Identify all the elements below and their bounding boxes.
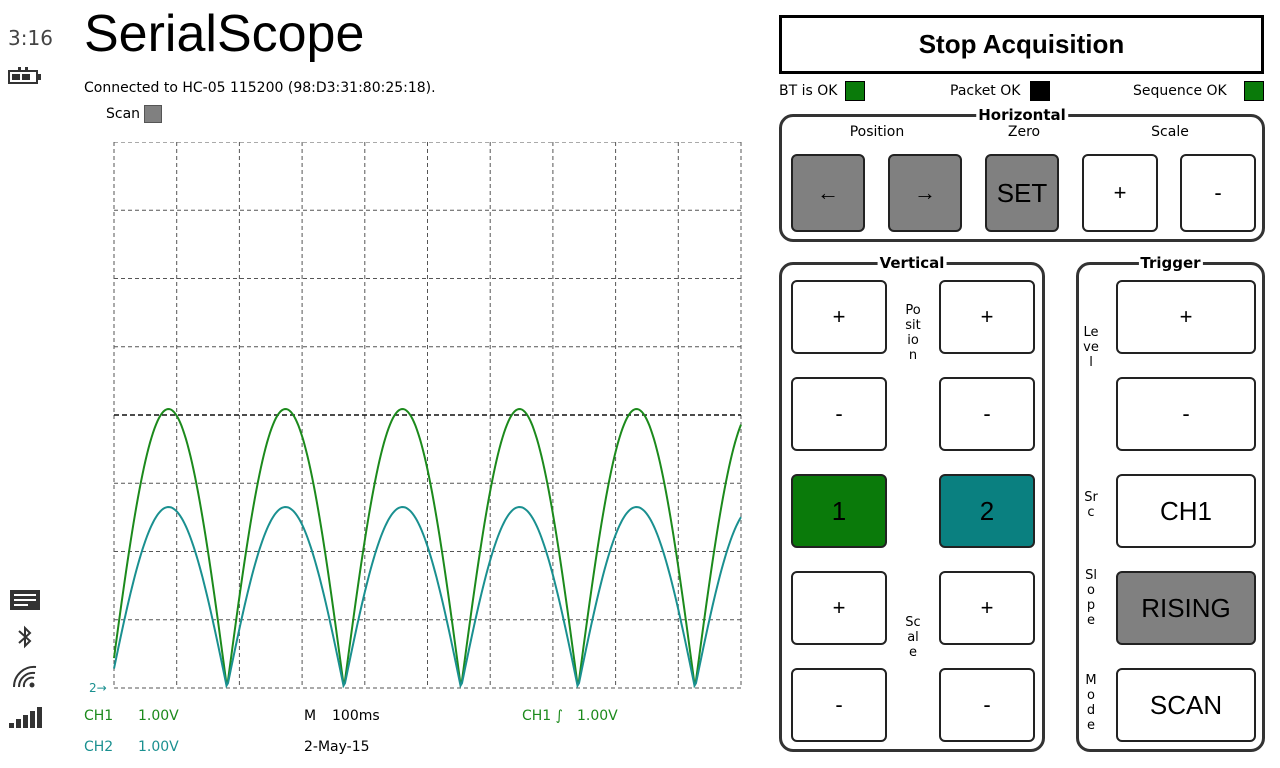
ch2-scale-plus-button[interactable]: +	[939, 571, 1035, 645]
horizontal-scale-plus-button[interactable]: +	[1082, 154, 1158, 232]
trigger-mode-button[interactable]: SCAN	[1116, 668, 1256, 742]
timebase-value: 100ms	[332, 708, 380, 724]
trigger-mode-label: Mode	[1085, 673, 1097, 733]
timebase-label: M	[304, 708, 317, 724]
scan-label: Scan	[106, 106, 141, 122]
ch2-scale-minus-button[interactable]: -	[939, 668, 1035, 742]
trigger-level-label: Level	[1083, 325, 1099, 370]
trigger-info-label: CH1 ∫	[522, 708, 563, 724]
ch1-position-minus-button[interactable]: -	[791, 377, 887, 451]
ch2-position-plus-button[interactable]: +	[939, 280, 1035, 354]
packet-status-label: Packet OK	[950, 83, 1021, 99]
ch1-scale-minus-button[interactable]: -	[791, 668, 887, 742]
ch2-position-minus-button[interactable]: -	[939, 377, 1035, 451]
trigger-level-minus-button[interactable]: -	[1116, 377, 1256, 451]
vertical-title: Vertical	[877, 254, 947, 272]
horizontal-left-button[interactable]: ←	[791, 154, 865, 232]
ch2-scale: 1.00V	[138, 739, 179, 755]
horizontal-set-zero-button[interactable]: SET	[985, 154, 1059, 232]
bt-status-indicator	[845, 81, 865, 101]
horizontal-right-button[interactable]: →	[888, 154, 962, 232]
horizontal-group: Horizontal Position Zero Scale ← → SET +…	[779, 107, 1265, 242]
trigger-level-plus-button[interactable]: +	[1116, 280, 1256, 354]
trigger-slope-button[interactable]: RISING	[1116, 571, 1256, 645]
vertical-scale-label: Scale	[905, 615, 921, 660]
trigger-source-button[interactable]: CH1	[1116, 474, 1256, 548]
bt-status-label: BT is OK	[779, 83, 838, 99]
ch2-ground-marker: 2→	[89, 681, 107, 695]
oscilloscope-display	[113, 142, 742, 689]
trigger-title: Trigger	[1138, 254, 1203, 272]
ch1-position-plus-button[interactable]: +	[791, 280, 887, 354]
trigger-info-level: 1.00V	[577, 708, 618, 724]
capture-date: 2-May-15	[304, 739, 370, 755]
vertical-position-label: Position	[905, 303, 921, 363]
ch1-trace	[113, 407, 742, 689]
scan-indicator	[144, 105, 162, 123]
ch1-select-button[interactable]: 1	[791, 474, 887, 548]
packet-status-indicator	[1030, 81, 1050, 101]
trigger-slope-label: Slope	[1085, 568, 1097, 628]
horizontal-scale-label: Scale	[1151, 124, 1189, 140]
signal-strength-icon	[8, 704, 42, 730]
horizontal-scale-minus-button[interactable]: -	[1180, 154, 1256, 232]
ch1-scale-plus-button[interactable]: +	[791, 571, 887, 645]
ch2-label: CH2	[84, 739, 114, 755]
ch2-trace	[113, 505, 742, 689]
system-clock: 3:16	[8, 26, 53, 50]
horizontal-zero-label: Zero	[1007, 124, 1041, 140]
ch1-label: CH1	[84, 708, 114, 724]
app-title: SerialScope	[84, 5, 365, 63]
ch1-scale: 1.00V	[138, 708, 179, 724]
message-icon	[8, 587, 42, 613]
horizontal-title: Horizontal	[976, 106, 1068, 124]
horizontal-position-label: Position	[849, 124, 905, 140]
trigger-group: Trigger + - CH1 RISING SCAN Level Src Sl…	[1076, 255, 1265, 752]
trigger-src-label: Src	[1084, 490, 1098, 520]
scope-grid	[113, 142, 742, 689]
bluetooth-icon	[8, 624, 42, 650]
stop-acquisition-button[interactable]: Stop Acquisition	[779, 15, 1264, 74]
wifi-icon	[8, 664, 42, 690]
connection-status: Connected to HC-05 115200 (98:D3:31:80:2…	[84, 80, 436, 96]
sequence-status-indicator	[1244, 81, 1264, 101]
sequence-status-label: Sequence OK	[1133, 83, 1227, 99]
vertical-group: Vertical + + - - 1 2 + + - - Position Sc…	[779, 255, 1045, 752]
battery-charging-icon	[8, 64, 42, 90]
ch2-select-button[interactable]: 2	[939, 474, 1035, 548]
